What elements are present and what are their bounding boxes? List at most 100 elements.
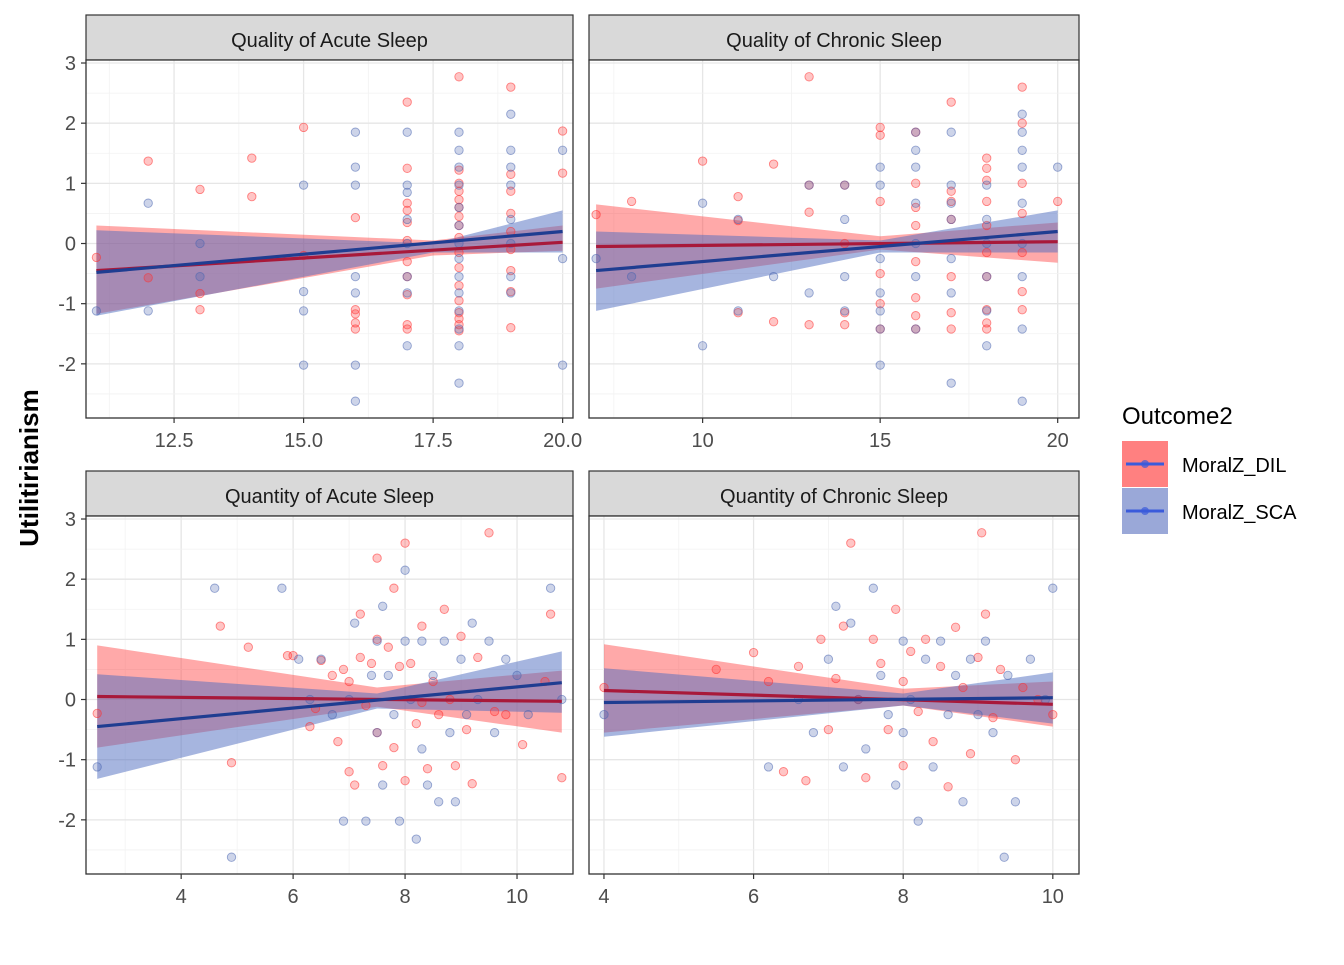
data-point (876, 670, 886, 681)
data-point (875, 324, 885, 334)
data-point (748, 647, 759, 658)
y-tick-label: 0 (65, 690, 76, 712)
data-point (898, 727, 908, 738)
data-point (422, 764, 433, 774)
fit-line (603, 696, 1053, 705)
data-point (946, 271, 956, 282)
data-point (501, 709, 511, 720)
data-point (402, 324, 412, 334)
data-point (977, 528, 987, 538)
data-point (943, 782, 953, 792)
data-point (247, 191, 257, 202)
data-point (697, 198, 708, 208)
data-point (1010, 755, 1021, 765)
data-point (943, 709, 953, 720)
data-point (1010, 797, 1021, 807)
data-point (768, 317, 779, 327)
point-series (92, 528, 567, 790)
data-point (454, 202, 464, 213)
data-point (982, 247, 992, 258)
facet-strip (588, 14, 1080, 61)
data-point (210, 583, 220, 593)
data-point (92, 762, 102, 772)
data-point (1048, 709, 1058, 720)
point-series (92, 565, 567, 862)
data-point (958, 797, 968, 807)
data-point (804, 320, 814, 330)
data-point (816, 634, 826, 644)
data-point (461, 709, 472, 720)
data-point (378, 601, 388, 611)
facet-strip (588, 470, 1080, 517)
data-point (400, 636, 410, 646)
data-point (434, 709, 444, 720)
data-point (1017, 208, 1027, 219)
data-point (733, 214, 743, 225)
data-point (454, 378, 464, 388)
data-point (911, 271, 921, 282)
facet-panels: Quality of Acute Sleep 12.5 15.0 17.5 20.0 -2… (58, 14, 1080, 908)
data-point (911, 162, 921, 172)
x-tick-label: 4 (598, 886, 609, 908)
data-point (733, 191, 743, 202)
data-point (454, 296, 464, 306)
data-point (911, 198, 921, 208)
y-tick-label: 1 (65, 173, 76, 195)
panel-border (85, 59, 574, 419)
data-point (804, 207, 814, 217)
data-point (913, 816, 923, 826)
data-point (350, 360, 361, 370)
data-point (506, 323, 516, 333)
data-point (982, 324, 992, 334)
data-point (243, 642, 253, 652)
data-point (875, 360, 885, 370)
data-point (988, 712, 998, 723)
data-point (298, 306, 309, 316)
data-point (454, 194, 464, 205)
data-point (1017, 178, 1027, 188)
data-point (626, 196, 637, 207)
confidence-band (96, 210, 563, 316)
y-tick-label: -1 (58, 750, 76, 772)
data-point (911, 324, 921, 334)
data-point (506, 169, 516, 179)
data-point (808, 727, 819, 738)
point-series (591, 109, 1063, 406)
data-point (456, 631, 466, 641)
data-point (768, 271, 779, 282)
data-point (195, 288, 205, 299)
data-point (846, 538, 856, 548)
data-point (450, 761, 461, 771)
data-point (778, 767, 789, 777)
data-point (557, 360, 568, 370)
data-point (876, 658, 886, 669)
data-point (831, 601, 841, 611)
data-point (454, 262, 464, 273)
data-point (946, 198, 956, 208)
data-point (891, 780, 901, 790)
y-tick-label: -2 (58, 354, 76, 376)
data-point (467, 779, 477, 789)
data-point (454, 180, 464, 190)
data-point (294, 654, 304, 664)
data-point (195, 184, 205, 195)
data-point (965, 749, 976, 759)
data-point (506, 162, 516, 172)
data-point (350, 309, 361, 319)
data-point (1017, 396, 1027, 406)
data-point (456, 654, 466, 664)
x-tick-label: 15.0 (284, 430, 323, 452)
data-point (473, 652, 483, 663)
data-point (461, 724, 472, 735)
data-point (402, 180, 412, 190)
data-point (898, 761, 908, 771)
data-point (823, 724, 834, 735)
data-point (454, 145, 464, 155)
data-point (489, 727, 500, 738)
facet-title: Quality of Chronic Sleep (726, 30, 942, 52)
data-point (402, 341, 412, 351)
data-point (195, 305, 205, 315)
data-point (1017, 82, 1027, 92)
data-point (454, 280, 464, 291)
data-point (298, 122, 309, 133)
